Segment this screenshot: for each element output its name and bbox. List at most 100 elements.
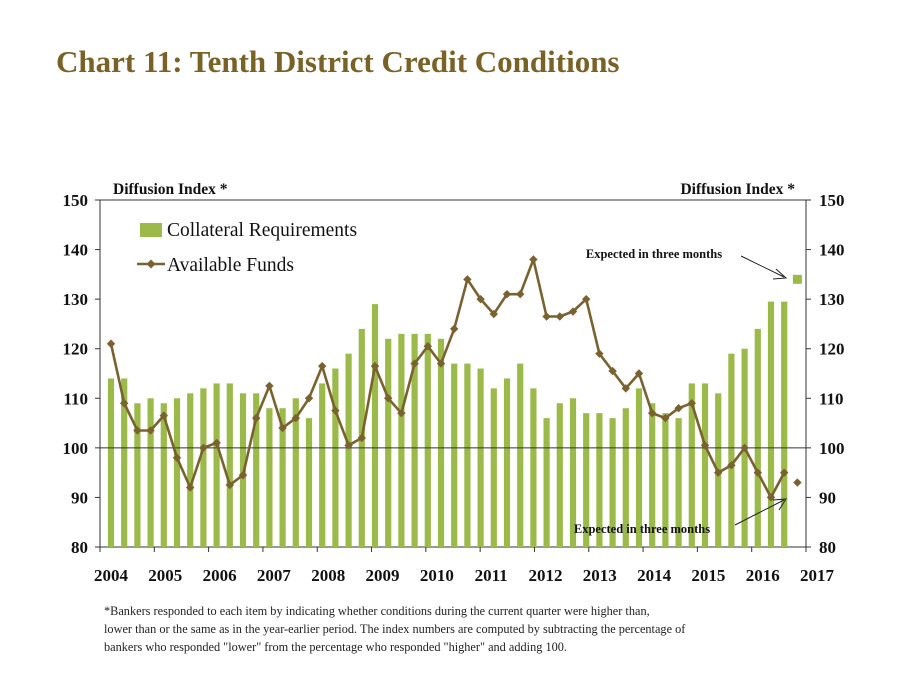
x-tick-label: 2013 — [583, 566, 617, 585]
x-tick-label: 2004 — [94, 566, 129, 585]
x-tick-label: 2010 — [420, 566, 454, 585]
available-funds-line — [106, 255, 802, 502]
y-tick-label-right: 150 — [819, 191, 845, 210]
y-tick-label-left: 150 — [63, 191, 89, 210]
available-funds-point — [159, 411, 168, 420]
available-funds-point — [397, 408, 406, 418]
x-tick-label: 2016 — [746, 566, 780, 585]
available-funds-point — [436, 359, 446, 368]
annotations: Expected in three months Expected in thre… — [574, 247, 788, 536]
available-funds-point — [753, 468, 762, 477]
collateral-bar — [596, 413, 603, 547]
collateral-bar — [728, 353, 735, 547]
y-tick-label-left: 80 — [71, 538, 88, 557]
collateral-bar — [292, 398, 299, 547]
expected-arrow-bottom — [734, 499, 785, 526]
collateral-bar — [556, 403, 563, 547]
available-funds-point — [661, 413, 670, 423]
x-tick-label: 2006 — [203, 566, 237, 585]
collateral-bar — [371, 304, 379, 547]
collateral-bar — [675, 418, 682, 547]
available-funds-point — [727, 461, 736, 470]
available-funds-point — [304, 394, 314, 403]
available-funds-point — [212, 438, 221, 448]
y-tick-label-right: 120 — [819, 340, 845, 359]
available-funds-point — [502, 289, 512, 299]
collateral-bar — [754, 328, 761, 547]
available-funds-point — [146, 426, 155, 435]
legend-swatch-diamond — [146, 259, 156, 269]
collateral-bar — [345, 353, 352, 547]
expected-label-bottom: Expected in three months — [574, 522, 710, 536]
y-axis-label-right: Diffusion Index * — [680, 181, 795, 198]
collateral-bar — [701, 383, 709, 547]
collateral-bar — [464, 363, 471, 547]
available-funds-point — [714, 468, 723, 477]
footnote: *Bankers responded to each item by indic… — [104, 602, 864, 656]
legend: Collateral Requirements Available Funds — [137, 220, 357, 276]
available-funds-point — [331, 406, 340, 415]
collateral-bar — [609, 418, 616, 547]
collateral-bar — [543, 418, 550, 547]
collateral-bar — [253, 393, 260, 547]
available-funds-point — [608, 366, 617, 376]
available-funds-point — [186, 483, 195, 492]
available-funds-point — [542, 312, 551, 321]
y-tick-label-left: 130 — [63, 290, 89, 309]
available-funds-point — [582, 294, 591, 304]
collateral-bar — [213, 383, 220, 547]
available-funds-point — [384, 394, 393, 403]
y-tick-label-right: 80 — [819, 538, 836, 557]
expected-label-top: Expected in three months — [586, 247, 722, 261]
y-tick-label-right: 100 — [819, 439, 845, 458]
collateral-bar — [398, 333, 405, 547]
collateral-bar — [517, 363, 524, 547]
y-tick-label-right: 110 — [819, 389, 844, 408]
x-tick-label: 2015 — [691, 566, 725, 585]
available-funds-point — [344, 441, 353, 450]
collateral-bar — [385, 338, 392, 547]
footnote-line: lower than or the same as in the year-ea… — [104, 622, 686, 636]
y-axis-label-left: Diffusion Index * — [113, 181, 228, 198]
collateral-bar — [477, 368, 484, 547]
collateral-bar — [451, 363, 458, 547]
available-funds-point — [740, 443, 749, 453]
footnote-line: bankers who responded "lower" from the p… — [104, 640, 567, 654]
axis-labels: 80 80 90 90 100 100 110 110 120 120 130 130 140 140 15… — [63, 181, 845, 585]
collateral-bar — [187, 393, 194, 547]
y-tick-label-left: 120 — [63, 340, 89, 359]
collateral-bar — [649, 403, 656, 547]
x-tick-label: 2009 — [366, 566, 400, 585]
collateral-bar — [622, 408, 629, 547]
y-tick-label-right: 140 — [819, 241, 845, 260]
available-funds-polyline — [109, 258, 786, 499]
available-funds-point — [265, 381, 274, 391]
collateral-bar — [266, 408, 273, 547]
available-funds-point — [410, 359, 419, 368]
available-funds-point — [516, 289, 525, 299]
x-tick-label: 2012 — [528, 566, 562, 585]
available-funds-point — [700, 441, 710, 450]
available-funds-point — [595, 349, 604, 358]
legend-label-available-funds: Available Funds — [167, 255, 294, 276]
x-tick-label: 2014 — [637, 566, 672, 585]
x-tick-label: 2017 — [800, 566, 835, 585]
x-tick-label: 2005 — [148, 566, 182, 585]
available-funds-point — [634, 369, 644, 378]
chart-title: Chart 11: Tenth District Credit Conditio… — [56, 44, 620, 79]
available-funds-expected-marker — [793, 478, 802, 487]
available-funds-point — [687, 399, 696, 408]
available-funds-point — [621, 384, 630, 393]
collateral-bar — [107, 378, 115, 547]
collateral-bar — [173, 398, 181, 547]
collateral-bar — [121, 378, 128, 547]
y-tick-label-right: 90 — [819, 488, 836, 507]
collateral-bar — [332, 368, 339, 547]
collateral-bar — [490, 388, 497, 547]
collateral-bar — [411, 333, 418, 547]
x-tick-label: 2008 — [311, 566, 345, 585]
available-funds-point — [568, 307, 578, 316]
y-tick-label-left: 100 — [63, 439, 89, 458]
available-funds-point — [225, 480, 234, 490]
available-funds-point — [238, 470, 248, 480]
